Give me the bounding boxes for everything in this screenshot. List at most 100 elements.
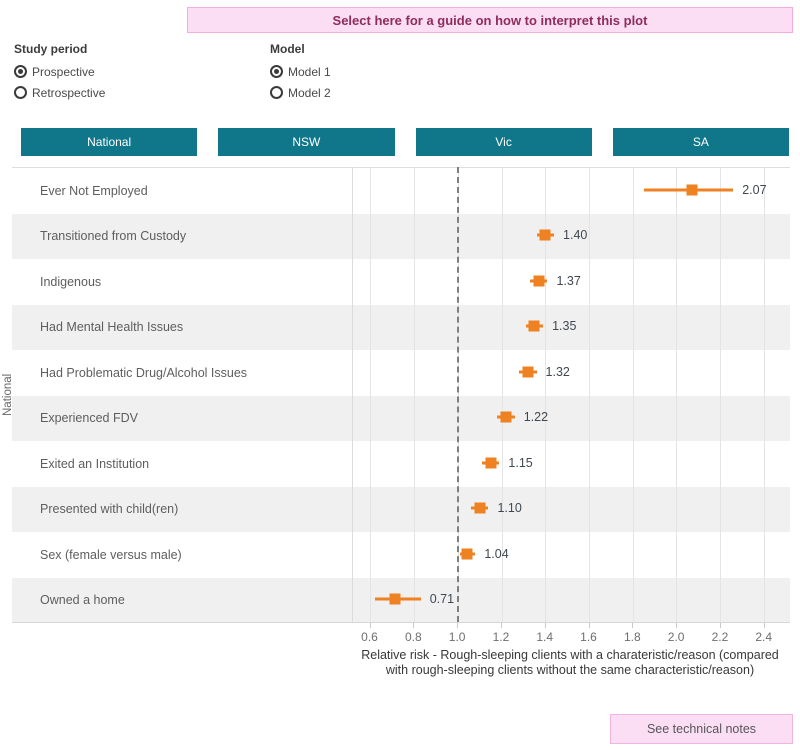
gridline [588, 167, 590, 622]
axis-tick [544, 623, 546, 628]
gridline [370, 167, 372, 622]
study-period-title: Study period [14, 42, 88, 56]
category-label: Ever Not Employed [40, 183, 148, 198]
value-label: 0.71 [429, 592, 455, 607]
axis-tick-label: 0.8 [404, 630, 422, 644]
value-label: 2.07 [742, 182, 767, 197]
chart-row: Exited an Institution [12, 441, 790, 487]
chart-row: Had Mental Health Issues [12, 304, 790, 350]
chart-row: Transitioned from Custody [12, 213, 790, 259]
chart-row: Sex (female versus male) [12, 532, 790, 578]
radio-option-label: Prospective [32, 64, 95, 79]
radio-option-model-2[interactable]: Model 2 [270, 82, 331, 103]
category-label: Transitioned from Custody [40, 229, 187, 244]
point-marker[interactable] [389, 593, 400, 605]
axis-tick-label: 1.6 [580, 630, 597, 644]
point-marker[interactable] [485, 457, 497, 469]
point-marker[interactable] [474, 502, 486, 514]
plot-area: 2.07 1.40 1.37 1.35 1.32 1.22 1.15 1.10 1.04 0.71 [352, 167, 790, 622]
gridline [414, 167, 416, 622]
point-marker[interactable] [528, 320, 540, 332]
axis-tick-label: 1.0 [448, 630, 466, 644]
model-group: Model Model 1 Model 2 [270, 42, 331, 103]
axis-tick-label: 1.8 [623, 630, 641, 644]
technical-notes-button[interactable]: See technical notes [610, 714, 793, 744]
axis-tick [588, 623, 590, 628]
point-marker[interactable] [522, 366, 534, 378]
point-marker[interactable] [686, 184, 698, 196]
axis-tick-label: 1.4 [536, 630, 554, 644]
gridline [676, 167, 678, 622]
axis-tick-label: 2.2 [711, 630, 729, 644]
axis-tick-label: 2.0 [667, 630, 685, 644]
gridline [545, 167, 547, 622]
radio-option-label: Retrospective [32, 85, 106, 100]
category-label: Had Problematic Drug/Alcohol Issues [40, 365, 248, 380]
radio-icon [14, 86, 27, 99]
value-label: 1.37 [556, 273, 581, 288]
model-title: Model [270, 42, 305, 56]
axis-tick [632, 623, 634, 628]
radio-icon [270, 86, 283, 99]
axis-tick-label: 0.6 [361, 630, 378, 644]
point-marker[interactable] [533, 275, 545, 287]
chart-row: Experienced FDV [12, 395, 790, 441]
axis-tick-label: 2.4 [755, 630, 773, 644]
point-marker[interactable] [461, 548, 473, 560]
chart-row: Presented with child(ren) [12, 486, 790, 532]
radio-option-label: Model 1 [288, 64, 331, 79]
reference-line [456, 167, 459, 622]
category-label: Sex (female versus male) [40, 547, 182, 562]
axis-tick [719, 623, 721, 628]
axis-tick [500, 623, 502, 628]
axis-tick [457, 623, 459, 628]
radio-option-prospective[interactable]: Prospective [14, 61, 105, 82]
gridline [763, 167, 765, 622]
gridline [501, 167, 503, 622]
radio-option-label: Model 2 [288, 85, 331, 100]
tab-national[interactable]: National [21, 128, 198, 156]
tab-vic[interactable]: Vic [415, 128, 592, 156]
axis-tick [763, 623, 765, 628]
point-marker[interactable] [539, 229, 551, 241]
x-axis-line [12, 622, 790, 623]
axis-tick [369, 623, 371, 628]
tab-sa[interactable]: SA [612, 128, 789, 156]
axis-tick-label: 1.2 [492, 630, 510, 644]
category-label: Indigenous [40, 274, 102, 289]
radio-option-model-1[interactable]: Model 1 [270, 61, 331, 82]
category-label: Exited an Institution [40, 456, 150, 471]
point-marker[interactable] [500, 411, 512, 423]
value-label: 1.35 [552, 319, 577, 334]
gridline [632, 167, 634, 622]
chart-row: Indigenous [12, 259, 790, 305]
value-label: 1.22 [523, 410, 549, 425]
interpretation-guide-button[interactable]: Select here for a guide on how to interp… [187, 7, 793, 33]
value-label: 1.04 [484, 546, 509, 561]
category-label: Owned a home [40, 593, 125, 608]
radio-option-retrospective[interactable]: Retrospective [14, 82, 105, 103]
radio-icon [14, 65, 27, 78]
chart-row: Had Problematic Drug/Alcohol Issues [12, 350, 790, 396]
x-axis-title: Relative risk - Rough-sleeping clients w… [340, 648, 800, 678]
axis-tick [413, 623, 415, 628]
study-period-group: Study period Prospective Retrospective [14, 42, 105, 103]
value-label: 1.15 [508, 455, 533, 470]
radio-icon [270, 65, 283, 78]
chart-row: Ever Not Employed [12, 168, 790, 214]
x-axis-title-line-2: with rough-sleeping clients without the … [385, 663, 755, 677]
category-label: Had Mental Health Issues [40, 320, 184, 335]
value-label: 1.32 [545, 364, 570, 379]
value-label: 1.10 [497, 501, 522, 516]
x-axis: 0.6 0.8 1.0 1.2 1.4 1.6 1.8 2.0 2.2 2.4 [352, 622, 790, 652]
category-label: Experienced FDV [40, 411, 138, 426]
state-tabs: National NSW Vic SA [21, 128, 789, 156]
tab-nsw[interactable]: NSW [218, 128, 395, 156]
forest-plot: National Ever Not Employed Transitioned f… [0, 167, 800, 623]
gridline [720, 167, 722, 622]
category-label: Presented with child(ren) [40, 502, 179, 517]
value-label: 1.40 [563, 228, 588, 243]
x-axis-title-line-1: Relative risk - Rough-sleeping clients w… [361, 648, 779, 662]
axis-tick [676, 623, 678, 628]
